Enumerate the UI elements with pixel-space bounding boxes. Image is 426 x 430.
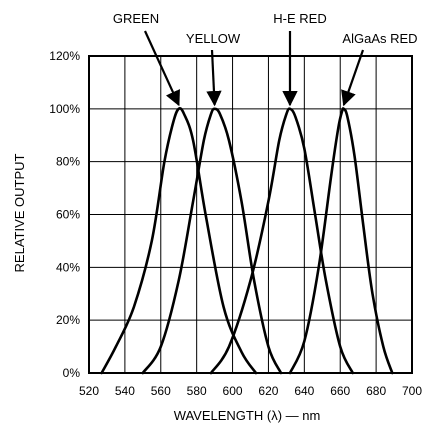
series-label-arrow: [143, 30, 180, 107]
series-label-arrow: [206, 49, 222, 107]
series-curve: [209, 107, 355, 375]
series-curve: [141, 107, 283, 375]
x-tick-label: 580: [187, 384, 207, 398]
plot-frame: [88, 55, 413, 374]
y-tick-label: 0%: [63, 366, 81, 380]
x-tick-label: 640: [294, 384, 314, 398]
x-tick-label: 680: [366, 384, 386, 398]
y-tick-label: 60%: [56, 208, 80, 222]
x-tick-label: 700: [402, 384, 422, 398]
series-label: GREEN: [113, 11, 159, 26]
series-label: AlGaAs RED: [342, 31, 417, 46]
y-axis-ticks: 0% 20% 40% 60% 80% 100% 120%: [49, 49, 80, 380]
x-axis-ticks: 520 540 560 580 600 620 640 660 680 700: [79, 384, 422, 398]
y-tick-label: 80%: [56, 155, 80, 169]
grid-lines: [89, 56, 412, 373]
series-curve: [100, 107, 258, 375]
series-labels: GREEN YELLOW H-E RED AlGaAs RED: [113, 11, 418, 107]
x-tick-label: 560: [151, 384, 171, 398]
series-label: H-E RED: [273, 11, 326, 26]
x-tick-label: 620: [258, 384, 278, 398]
series-label-arrow: [341, 49, 365, 107]
x-tick-label: 660: [330, 384, 350, 398]
y-axis-title: RELATIVE OUTPUT: [12, 153, 27, 272]
series-label: YELLOW: [186, 31, 241, 46]
x-tick-label: 600: [223, 384, 243, 398]
x-axis-title: WAVELENGTH (λ) — nm: [174, 408, 321, 423]
y-tick-label: 20%: [56, 313, 80, 327]
y-tick-label: 100%: [49, 102, 80, 116]
y-tick-label: 40%: [56, 260, 80, 274]
series-curve: [288, 107, 394, 375]
y-tick-label: 120%: [49, 49, 80, 63]
x-tick-label: 540: [115, 384, 135, 398]
series-curves: [100, 107, 394, 375]
x-tick-label: 520: [79, 384, 99, 398]
